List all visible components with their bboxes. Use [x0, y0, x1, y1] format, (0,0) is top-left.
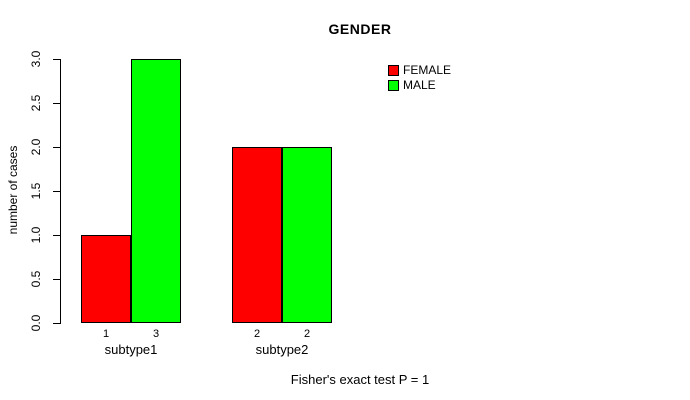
bar-subtype2-female: [232, 147, 282, 323]
bar-value-label: 2: [303, 328, 311, 340]
y-tick-mark: [53, 191, 60, 192]
legend-label: FEMALE: [403, 63, 452, 77]
y-tick-mark: [53, 147, 60, 148]
bar-subtype2-male: [282, 147, 332, 323]
y-axis-label: number of cases: [6, 145, 20, 235]
bar-value-label: 2: [253, 328, 261, 340]
legend: FEMALE MALE: [388, 63, 451, 93]
y-tick-label: 2.5: [29, 94, 43, 112]
group-label-subtype2: subtype2: [255, 342, 309, 357]
legend-swatch-female: [388, 65, 399, 76]
y-tick-mark: [53, 103, 60, 104]
legend-row: FEMALE: [388, 63, 451, 78]
y-tick-mark: [53, 59, 60, 60]
bar-value-label: 3: [152, 328, 160, 340]
y-tick-mark: [53, 235, 60, 236]
fisher-test-annotation: Fisher's exact test P = 1: [290, 372, 430, 387]
chart-title: GENDER: [328, 21, 392, 37]
group-label-subtype1: subtype1: [104, 342, 158, 357]
bar-value-label: 1: [102, 328, 110, 340]
y-tick-label: 3.0: [29, 50, 43, 68]
legend-swatch-male: [388, 80, 399, 91]
y-tick-label: 1.0: [29, 226, 43, 244]
y-tick-label: 0.0: [29, 314, 43, 332]
bar-subtype1-female: [81, 235, 131, 323]
y-tick-mark: [53, 279, 60, 280]
legend-row: MALE: [388, 78, 451, 93]
bar-subtype1-male: [131, 59, 181, 323]
y-tick-label: 1.5: [29, 182, 43, 200]
y-tick-mark: [53, 323, 60, 324]
legend-label: MALE: [403, 78, 436, 92]
y-tick-label: 2.0: [29, 138, 43, 156]
y-tick-label: 0.5: [29, 270, 43, 288]
y-axis-line: [60, 59, 61, 324]
